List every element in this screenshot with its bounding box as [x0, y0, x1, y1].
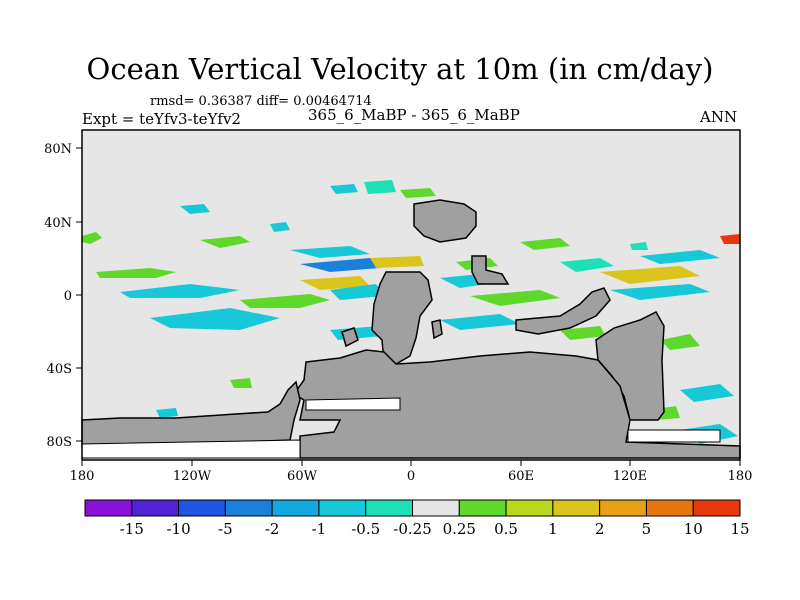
velocity-patch	[300, 276, 370, 290]
velocity-patch	[470, 290, 560, 306]
colorbar-label: -2	[265, 520, 280, 538]
colorbar-label: -1	[312, 520, 327, 538]
colorbar-label: -15	[120, 520, 144, 538]
velocity-patch	[290, 246, 370, 258]
colorbar-swatch	[458, 499, 507, 517]
colorbar-label: 0.5	[494, 520, 518, 538]
velocity-patch	[560, 326, 606, 340]
velocity-patch	[370, 256, 424, 268]
velocity-patch	[640, 250, 720, 264]
velocity-patch	[180, 204, 210, 214]
velocity-patch	[610, 284, 710, 300]
colorbar-label: -5	[218, 520, 233, 538]
ice-shelf-east	[627, 429, 721, 443]
rmsd-stats: rmsd= 0.36387 diff= 0.00464714	[150, 94, 372, 109]
land-mask	[81, 199, 741, 459]
land-africa	[371, 271, 433, 365]
y-tick-label: 0	[64, 289, 72, 304]
colorbar-swatch	[271, 499, 320, 517]
land-arabia	[471, 255, 510, 285]
y-tick-labels: 80N 40N 0 40S 80S	[44, 142, 72, 450]
velocity-patch	[330, 184, 358, 194]
colorbar: -15 -10 -5 -2 -1 -0.5 -0.25 0.25 0.5 1 2 5 10 15	[84, 499, 750, 538]
case-label: 365_6_MaBP - 365_6_MaBP	[308, 106, 520, 124]
colorbar-swatch	[692, 499, 741, 517]
velocity-patch	[240, 294, 330, 308]
x-tick-label: 120E	[613, 469, 647, 484]
velocity-patch	[720, 234, 740, 244]
land-europe	[413, 199, 477, 243]
velocity-patch	[150, 308, 280, 330]
colorbar-label: 2	[595, 520, 605, 538]
map-title: Ocean Vertical Velocity at 10m (in cm/da…	[86, 52, 714, 86]
y-tick-label: 80N	[44, 142, 72, 157]
ice-shelves	[81, 397, 721, 459]
y-tick-label: 80S	[47, 435, 72, 450]
experiment-label: Expt = teYfv3-teYfv2	[82, 110, 241, 128]
ice-shelf-weddell	[305, 397, 401, 411]
colorbar-swatch	[84, 499, 133, 517]
colorbar-swatch	[365, 499, 413, 517]
colorbar-swatch	[224, 499, 273, 517]
velocity-patch	[270, 222, 290, 232]
velocity-patch	[600, 266, 700, 284]
x-tick-label: 180	[728, 469, 753, 484]
land-island	[341, 327, 359, 348]
velocity-patch	[660, 334, 700, 350]
velocity-patch	[630, 242, 648, 250]
colorbar-label: 1	[548, 520, 558, 538]
velocity-patch	[680, 384, 734, 402]
velocity-patch	[200, 236, 250, 248]
colorbar-swatch	[552, 499, 601, 517]
x-tick-label: 180	[70, 469, 95, 484]
velocity-patch	[120, 284, 240, 298]
colorbar-label: 10	[684, 520, 703, 538]
colorbar-swatch	[131, 499, 180, 517]
velocity-patch	[230, 378, 252, 388]
map-ticks	[76, 147, 741, 466]
x-tick-label: 0	[407, 469, 415, 484]
velocity-patch	[330, 284, 384, 300]
land-madagascar	[431, 319, 443, 340]
colorbar-label: -0.25	[393, 520, 431, 538]
colorbar-swatch	[645, 499, 694, 517]
map-panel: 180 120W 60W 0 60E 120E 180 80N 40N 0 40…	[44, 129, 753, 484]
velocity-patch	[400, 188, 436, 198]
velocity-patch	[520, 238, 570, 250]
land-indonesia	[515, 287, 611, 335]
colorbar-label: 0.25	[443, 520, 476, 538]
x-tick-label: 60E	[508, 469, 534, 484]
colorbar-label: -10	[166, 520, 190, 538]
velocity-patch	[96, 268, 176, 278]
colorbar-swatch	[318, 499, 367, 517]
colorbar-swatch	[599, 499, 647, 517]
colorbar-label: 15	[730, 520, 749, 538]
y-tick-label: 40S	[47, 362, 72, 377]
velocity-patch	[364, 180, 396, 194]
velocity-patch	[156, 408, 178, 418]
x-tick-label: 120W	[173, 469, 212, 484]
colorbar-swatch	[412, 499, 460, 517]
x-tick-label: 60W	[287, 469, 318, 484]
season-label: ANN	[700, 108, 738, 126]
x-tick-labels: 180 120W 60W 0 60E 120E 180	[70, 469, 753, 484]
y-tick-label: 40N	[44, 216, 72, 231]
velocity-patch	[300, 258, 380, 272]
colorbar-swatch	[505, 499, 554, 517]
colorbar-label: -0.5	[351, 520, 380, 538]
colorbar-swatch	[178, 499, 226, 517]
velocity-patch	[82, 232, 102, 244]
velocity-patches	[82, 180, 740, 444]
colorbar-label: 5	[642, 520, 652, 538]
velocity-patch	[560, 258, 614, 272]
velocity-patch	[440, 314, 520, 330]
